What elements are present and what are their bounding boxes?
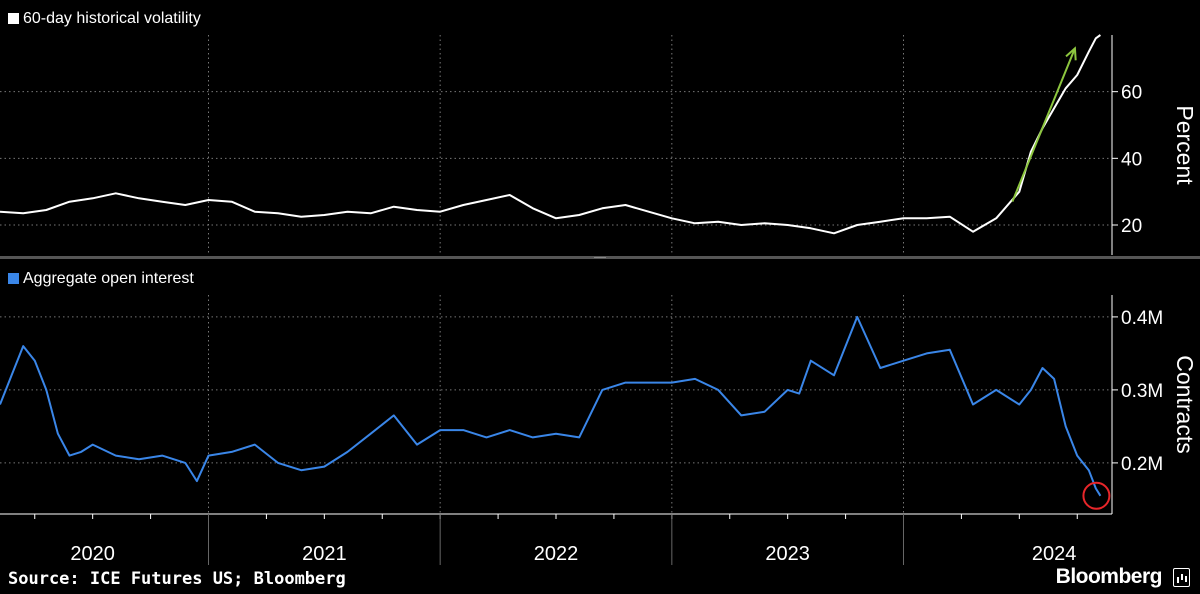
y-tick-label: 60: [1121, 83, 1142, 104]
y-tick-label: 40: [1121, 149, 1142, 170]
y-tick-label: 20: [1121, 216, 1142, 237]
trend-arrow-head: [1065, 46, 1077, 61]
brand-logo: Bloomberg: [1055, 565, 1163, 588]
legend-open-interest: Aggregate open interest: [8, 270, 194, 288]
y-tick-label: 0.3M: [1121, 381, 1163, 402]
legend-label-open-interest: Aggregate open interest: [23, 270, 194, 287]
y-axis-label: Percent: [1172, 105, 1198, 185]
highlight-circle: [1082, 481, 1111, 510]
series-line-volatility: [0, 34, 1101, 235]
x-tick-label: 2020: [70, 543, 115, 565]
series-line-open-interest: [0, 315, 1102, 497]
legend-volatility: 60-day historical volatility: [8, 10, 201, 28]
source-text: Source: ICE Futures US; Bloomberg: [8, 569, 346, 589]
bloomberg-chart-icon: [1173, 568, 1190, 587]
x-tick-label: 2024: [1032, 543, 1077, 565]
trend-arrow-shaft: [1011, 47, 1076, 203]
legend-label-volatility: 60-day historical volatility: [23, 10, 201, 27]
x-tick-label: 2023: [765, 543, 810, 565]
legend-swatch-volatility: [8, 13, 19, 24]
y-axis-label: Contracts: [1172, 355, 1198, 453]
y-tick-label: 0.4M: [1121, 308, 1163, 329]
y-tick-label: 0.2M: [1121, 454, 1163, 475]
x-tick-label: 2022: [534, 543, 579, 565]
legend-swatch-open-interest: [8, 273, 19, 284]
x-tick-label: 2021: [302, 543, 347, 565]
